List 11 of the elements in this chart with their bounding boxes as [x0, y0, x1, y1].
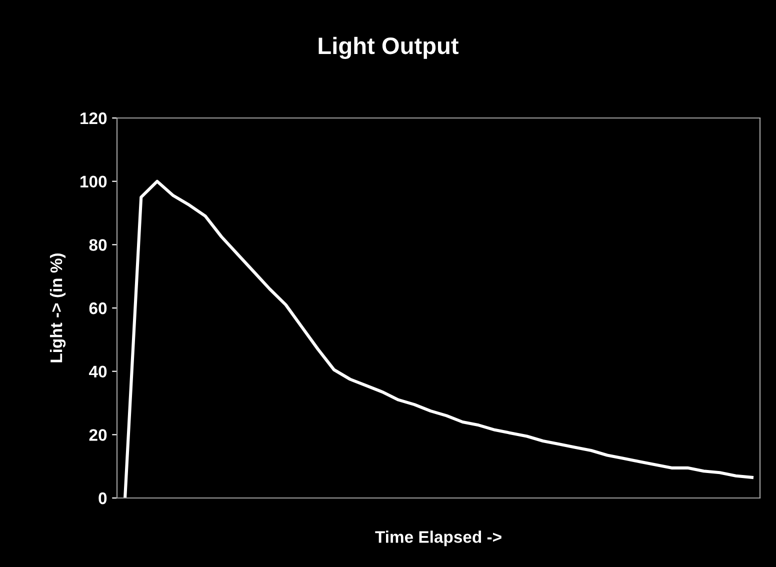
y-tick-label: 120 [80, 112, 107, 124]
chart-title: Light Output [318, 36, 459, 59]
y-tick-label: 0 [98, 492, 107, 504]
y-tick-label: 60 [89, 302, 107, 314]
y-tick-label: 80 [89, 239, 107, 251]
y-tick-label: 40 [88, 366, 107, 378]
y-tick-label: 20 [89, 429, 107, 441]
y-tick-label: 100 [80, 176, 107, 188]
line-series [124, 180, 754, 498]
y-axis-title: Light -> (in %) [50, 254, 66, 362]
x-axis-title: Time Elapsed -> [375, 530, 502, 546]
